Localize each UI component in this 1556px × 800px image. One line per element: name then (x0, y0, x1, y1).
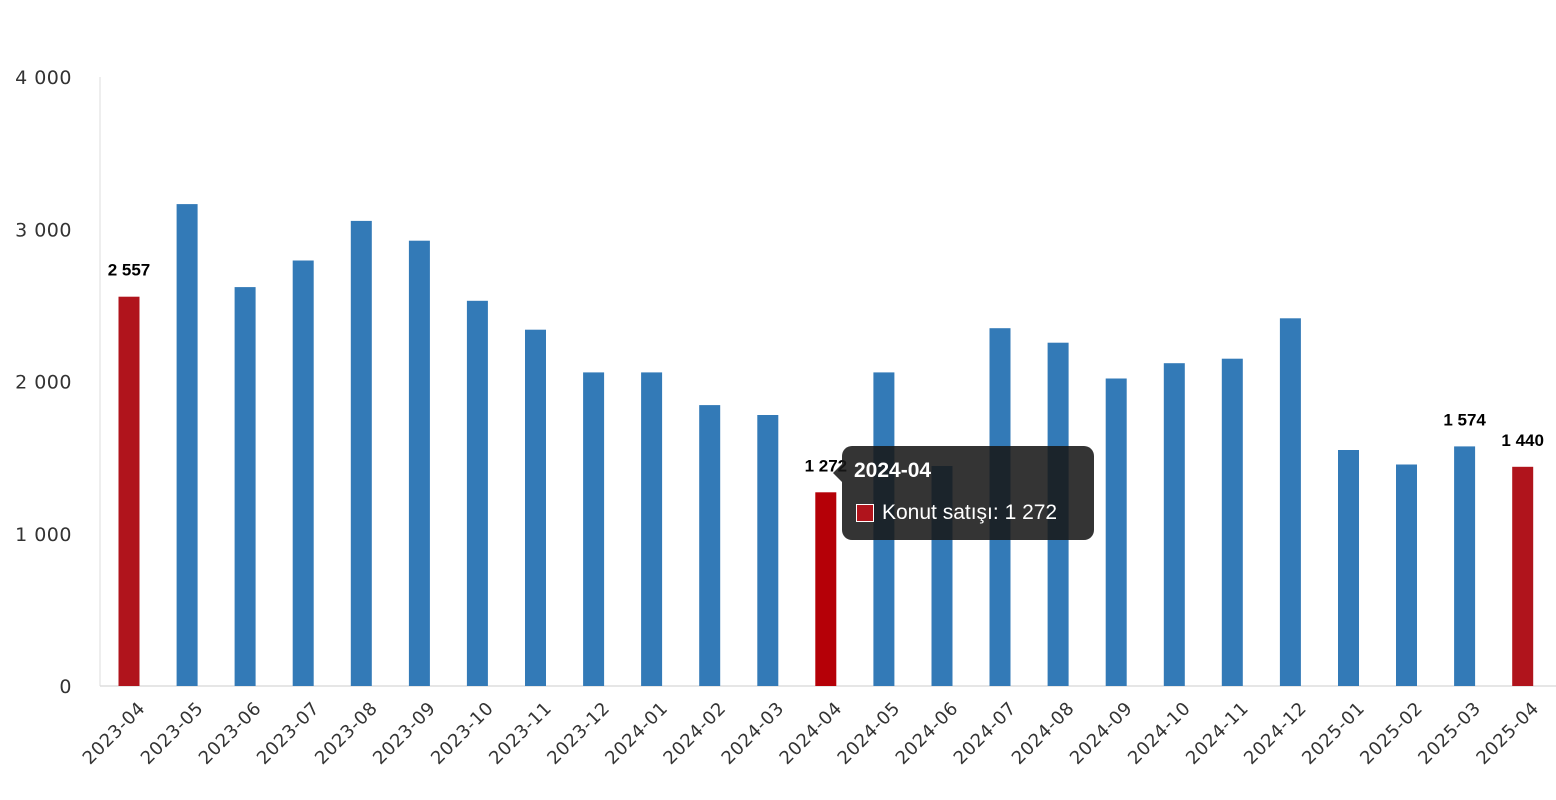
bar-2025-01[interactable] (1338, 450, 1359, 686)
bar-2023-10[interactable] (466, 300, 488, 686)
x-tick-label: 2023-07 (253, 698, 324, 769)
bar-2024-01[interactable] (641, 372, 663, 686)
bar-2023-09[interactable] (408, 240, 430, 686)
x-tick-label: 2024-08 (1008, 698, 1079, 769)
bar-2023-05[interactable] (176, 204, 198, 686)
x-tick-label: 2024-12 (1240, 698, 1311, 769)
y-axis: 0 1 000 2 000 3 000 4 000 (15, 67, 1556, 698)
x-tick-label: 2025-02 (1356, 698, 1427, 769)
y-tick-label: 2 000 (15, 372, 72, 394)
x-tick-label: 2024-03 (718, 698, 789, 769)
x-tick-label: 2023-09 (369, 698, 440, 769)
x-tick-label: 2025-04 (1472, 698, 1543, 769)
data-label-2023-04: 2 557 (108, 261, 151, 280)
bar-2024-09[interactable] (1105, 378, 1127, 687)
x-tick-label: 2024-07 (950, 698, 1021, 769)
y-tick-label: 1 000 (15, 524, 72, 546)
x-tick-label: 2024-04 (776, 698, 847, 769)
bar-2025-03[interactable] (1454, 446, 1476, 686)
bar-2024-10[interactable] (1163, 363, 1185, 686)
x-tick-label: 2024-10 (1124, 698, 1195, 769)
bar-2024-11[interactable] (1221, 358, 1243, 686)
y-tick-label: 4 000 (15, 67, 72, 89)
data-label-2025-03: 1 574 (1443, 410, 1486, 429)
bar-2024-02[interactable] (699, 405, 721, 686)
tooltip-row: Konut satışı: 1 272 (856, 501, 1057, 525)
x-tick-label: 2024-06 (892, 698, 963, 769)
chart-tooltip: 2024-04 Konut satışı: 1 272 (833, 446, 1094, 540)
x-axis: 2023-042023-052023-062023-072023-082023-… (79, 698, 1544, 769)
x-tick-label: 2025-01 (1298, 698, 1369, 769)
tooltip-swatch (856, 504, 874, 522)
bar-2024-03[interactable] (757, 415, 779, 686)
x-tick-label: 2024-01 (601, 698, 672, 769)
x-tick-label: 2024-05 (834, 698, 905, 769)
bar-2025-02[interactable] (1396, 464, 1417, 687)
x-tick-label: 2024-11 (1182, 698, 1253, 769)
data-label-2025-04: 1 440 (1501, 431, 1544, 450)
bar-2023-06[interactable] (234, 287, 256, 686)
x-tick-label: 2023-12 (543, 698, 614, 769)
bar-2023-07[interactable] (292, 260, 314, 687)
x-tick-label: 2023-06 (195, 698, 266, 769)
x-tick-label: 2023-11 (485, 698, 556, 769)
bar-2024-04[interactable] (815, 492, 837, 686)
x-tick-label: 2025-03 (1414, 698, 1485, 769)
bars (118, 204, 1534, 687)
tooltip-value: Konut satışı: 1 272 (882, 501, 1058, 524)
x-tick-label: 2023-04 (79, 698, 150, 769)
x-tick-label: 2024-02 (659, 698, 730, 769)
x-tick-label: 2023-10 (427, 698, 498, 769)
tooltip-title: 2024-04 (854, 459, 932, 482)
bar-2024-12[interactable] (1279, 318, 1301, 686)
bar-2023-12[interactable] (583, 372, 605, 686)
bar-2023-04[interactable] (118, 296, 140, 686)
bar-2023-08[interactable] (350, 220, 372, 686)
y-tick-label: 0 (59, 676, 72, 698)
x-tick-label: 2024-09 (1066, 698, 1137, 769)
bar-2023-11[interactable] (525, 329, 546, 686)
x-tick-label: 2023-05 (137, 698, 208, 769)
bar-2025-04[interactable] (1512, 466, 1534, 686)
x-tick-label: 2023-08 (311, 698, 382, 769)
y-tick-label: 3 000 (15, 219, 72, 241)
